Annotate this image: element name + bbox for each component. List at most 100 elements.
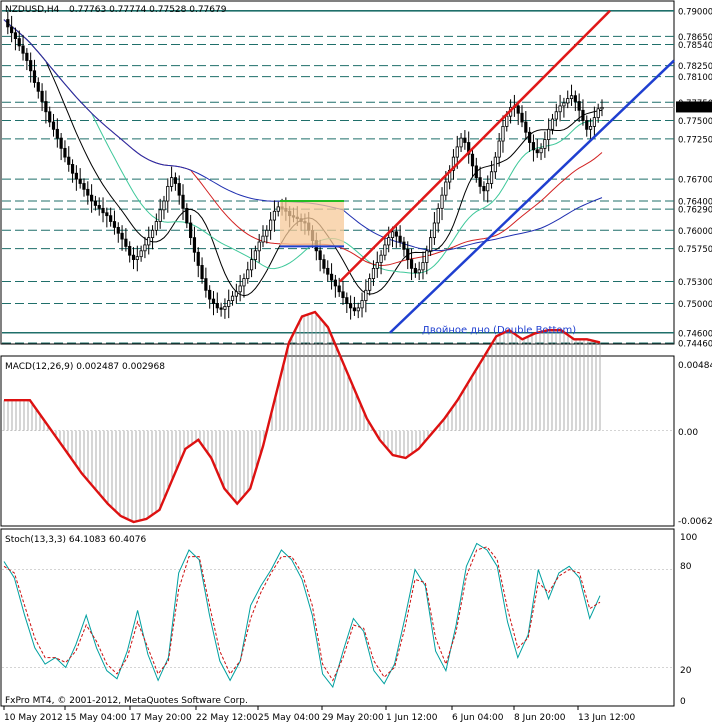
x-tick-label: 1 Jun 12:00: [386, 713, 438, 723]
price-level-label: 0.75300: [678, 278, 712, 288]
x-tick-label: 15 May 04:00: [65, 713, 127, 723]
price-level-label: 0.76400: [678, 198, 712, 208]
price-level-label: 0.74600: [678, 329, 712, 339]
candle-body: [154, 221, 158, 231]
candle-body: [158, 209, 162, 222]
candle-body: [90, 194, 94, 202]
candle-body: [440, 194, 444, 209]
candle-body: [97, 205, 101, 209]
candle-body: [569, 95, 574, 99]
candle-body: [238, 285, 242, 293]
candle-body: [204, 278, 208, 291]
candle-body: [383, 244, 387, 256]
candle-body: [74, 172, 78, 180]
candle-body: [349, 303, 353, 309]
macd-tick-bottom: -0.00620: [678, 517, 712, 527]
stoch-signal-line: [3, 546, 601, 682]
candle-body: [78, 178, 82, 184]
stoch-label: Stoch(13,3,3) 64.1083 60.4076: [5, 535, 146, 545]
candle-body: [474, 165, 478, 179]
candle-body: [520, 112, 524, 123]
candle-body: [192, 237, 197, 253]
candle-body: [169, 177, 174, 187]
price-level-label: 0.75750: [678, 245, 712, 255]
stoch-main-line: [3, 542, 601, 689]
candle-body: [592, 117, 596, 127]
candle-body: [17, 38, 21, 47]
x-tick-label: 13 Jun 12:00: [578, 713, 635, 723]
candle-body: [387, 237, 391, 246]
candle-body: [402, 241, 406, 250]
price-level-label: 0.74460: [678, 340, 712, 350]
candle-body: [105, 212, 109, 217]
candle-body: [181, 194, 185, 209]
price-level-label: 0.76290: [678, 206, 712, 216]
candle-body: [261, 235, 265, 243]
candle-body: [257, 241, 261, 252]
candle-body: [482, 186, 486, 192]
candle-body: [421, 262, 425, 271]
candle-body: [554, 111, 558, 120]
candle-body: [67, 156, 71, 165]
candle-body: [177, 183, 181, 196]
x-tick-label: 25 May 04:00: [258, 713, 320, 723]
macd-pane: [0, 355, 675, 527]
candle-body: [272, 210, 277, 221]
candle-body: [524, 121, 528, 133]
candle-body: [208, 289, 212, 300]
candle-body: [150, 229, 155, 239]
candle-body: [249, 259, 254, 271]
candle-body: [329, 273, 334, 281]
candle-body: [211, 298, 216, 304]
candle-body: [223, 306, 227, 310]
current-price-box: [676, 101, 712, 113]
stochastic-pane: [0, 528, 675, 707]
price-level-label: 0.76000: [678, 227, 712, 237]
support-trendline: [389, 59, 675, 334]
price-level-label: 0.78250: [678, 62, 712, 72]
x-tick-label: 6 Jun 04:00: [452, 713, 504, 723]
candle-body: [394, 231, 398, 237]
candle-body: [230, 295, 235, 301]
candle-body: [478, 177, 482, 187]
candle-body: [577, 101, 581, 111]
candle-body: [143, 244, 147, 252]
price-level-label: 0.79000: [678, 7, 712, 17]
candle-body: [200, 265, 204, 280]
chart-header: NZDUSD,H4: [5, 5, 60, 15]
candle-body: [242, 278, 246, 287]
price-level-label: 0.78100: [678, 73, 712, 83]
current-price-label: 0.77679: [678, 103, 712, 113]
candle-body: [375, 262, 379, 269]
candle-body: [109, 215, 113, 222]
candle-body: [528, 131, 532, 143]
candle-body: [379, 254, 383, 263]
x-tick-label: 10 May 2012: [4, 713, 63, 723]
candle-body: [139, 250, 143, 258]
candle-body: [505, 115, 509, 127]
candle-body: [539, 147, 543, 154]
candle-body: [428, 237, 433, 252]
candle-body: [173, 177, 178, 184]
candle-body: [585, 120, 589, 130]
candle-body: [531, 142, 536, 151]
candle-body: [36, 82, 40, 92]
pattern-annotation: Двойное дно (Double Bottom): [422, 325, 576, 336]
candle-body: [86, 188, 90, 196]
candle-body: [436, 207, 440, 224]
candle-body: [459, 137, 463, 148]
candle-body: [234, 291, 238, 297]
candle-body: [253, 250, 257, 260]
candle-body: [13, 32, 18, 39]
candle-body: [425, 250, 429, 263]
candle-body: [486, 183, 490, 192]
price-level-label: 0.75000: [678, 300, 712, 310]
candle-body: [59, 137, 63, 149]
candle-body: [269, 219, 273, 231]
candle-body: [70, 164, 75, 174]
candle-body: [185, 207, 189, 224]
candle-body: [112, 221, 117, 228]
candle-body: [406, 248, 410, 260]
price-level-label: 0.78650: [678, 33, 712, 43]
